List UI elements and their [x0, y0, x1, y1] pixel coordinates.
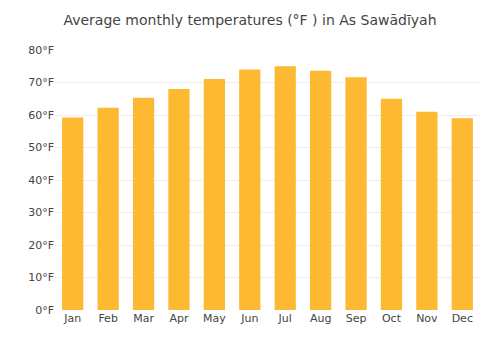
svg-text:0°F: 0°F: [35, 304, 54, 317]
svg-text:30°F: 30°F: [28, 206, 54, 219]
svg-text:40°F: 40°F: [28, 174, 54, 187]
svg-text:Nov: Nov: [416, 312, 438, 325]
svg-text:May: May: [203, 312, 226, 325]
svg-text:80°F: 80°F: [28, 44, 54, 57]
svg-text:20°F: 20°F: [28, 239, 54, 252]
svg-text:10°F: 10°F: [28, 271, 54, 284]
svg-text:Dec: Dec: [452, 312, 473, 325]
svg-text:Jun: Jun: [240, 312, 258, 325]
svg-text:Jul: Jul: [278, 312, 292, 325]
svg-text:50°F: 50°F: [28, 141, 54, 154]
svg-text:Apr: Apr: [169, 312, 189, 325]
svg-text:Average monthly temperatures (: Average monthly temperatures (°F ) in As…: [63, 12, 436, 28]
svg-text:Aug: Aug: [310, 312, 331, 325]
svg-text:60°F: 60°F: [28, 109, 54, 122]
svg-text:Oct: Oct: [382, 312, 402, 325]
svg-text:70°F: 70°F: [28, 76, 54, 89]
svg-text:Sep: Sep: [346, 312, 367, 325]
svg-text:Mar: Mar: [133, 312, 154, 325]
svg-text:Jan: Jan: [63, 312, 81, 325]
svg-text:Feb: Feb: [98, 312, 117, 325]
